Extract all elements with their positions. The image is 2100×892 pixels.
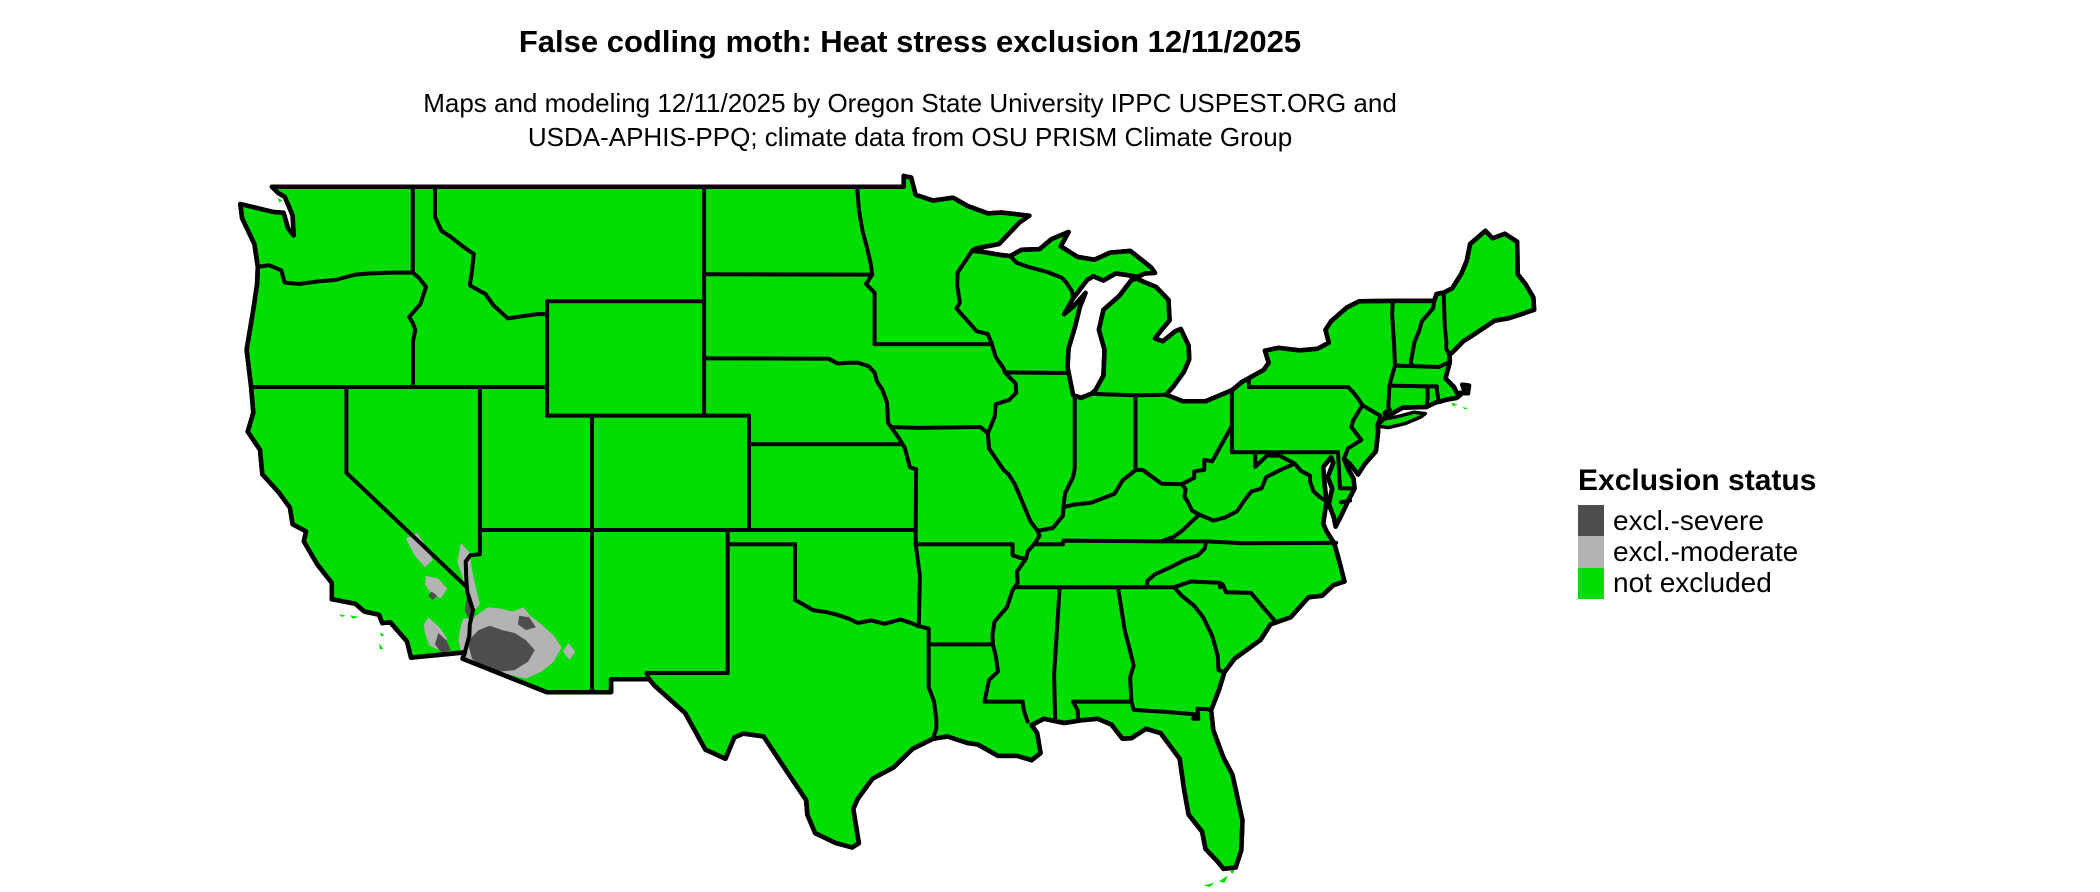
state-border-line (1061, 393, 1077, 510)
state-border-line (916, 624, 939, 741)
legend-label-not-excluded: not excluded (1613, 567, 1772, 599)
state-border-line (985, 431, 1040, 533)
state-border-line (1159, 512, 1202, 544)
island-shape (1462, 407, 1469, 410)
legend-item-moderate: excl.-moderate (1578, 535, 1816, 568)
coastal-islands (278, 198, 1469, 887)
subtitle-line-2: USDA-APHIS-PPQ; climate data from OSU PR… (527, 122, 1293, 152)
state-border-line (985, 342, 1019, 436)
state-border-line (1179, 482, 1202, 517)
state-border-line (1116, 585, 1136, 704)
state-border-line (954, 248, 994, 347)
page-subtitle: Maps and modeling 12/11/2025 by Oregon S… (0, 86, 1820, 154)
legend-label-moderate: excl.-moderate (1613, 535, 1799, 567)
state-border-line (1172, 579, 1279, 625)
island-shape (1451, 402, 1458, 407)
state-border-line (1390, 298, 1397, 368)
legend-swatch-moderate (1578, 536, 1604, 568)
state-border-line (1253, 450, 1297, 469)
state-border-line (344, 385, 469, 590)
state-border-line (1393, 360, 1452, 369)
page-title: False codling moth: Heat stress exclusio… (518, 24, 1302, 59)
excl-moderate-blob (562, 643, 576, 661)
state-border-line (913, 542, 922, 629)
legend-title: Exclusion status (1578, 464, 1817, 497)
island-shape (380, 632, 385, 637)
island-shape (339, 614, 346, 617)
state-border-line (1292, 461, 1329, 504)
island-shape (278, 198, 283, 203)
island-shape (378, 643, 384, 650)
excl-moderate-blob (405, 532, 433, 568)
state-border-line (855, 184, 875, 277)
state-border-line (793, 597, 921, 629)
legend-swatch-not-excluded (1578, 567, 1604, 599)
excl-moderate-blob (457, 542, 480, 612)
state-border-line (1382, 363, 1397, 419)
legend: Exclusion status excl.-severe excl.-mode… (1578, 464, 1816, 599)
state-border-line (702, 356, 877, 375)
excl-moderate-blob (424, 575, 448, 599)
state-border-line (1197, 461, 1297, 523)
state-border-line (1342, 403, 1365, 461)
subtitle-line-1: Maps and modeling 12/11/2025 by Oregon S… (423, 88, 1397, 118)
excl-severe-blob (467, 625, 535, 672)
excl-severe-blob (435, 633, 451, 653)
legend-label-severe: excl.-severe (1613, 504, 1764, 536)
state-border-line (1424, 384, 1430, 409)
legend-item-not-excluded: not excluded (1578, 567, 1816, 599)
state-border-line (1052, 585, 1062, 723)
state-border-line (462, 585, 476, 655)
state-border-line (1172, 585, 1226, 675)
excl-severe-blob (518, 615, 536, 631)
state-border-line (864, 272, 877, 347)
state-border-line (1336, 450, 1357, 491)
state-border-line (1002, 370, 1071, 375)
state-border-line (463, 528, 482, 590)
state-border-line (1071, 699, 1081, 723)
island-shape (1203, 882, 1215, 887)
state-border-line (1441, 290, 1452, 357)
state-border-line (433, 184, 550, 321)
state-borders (249, 184, 1452, 741)
state-border-line (1129, 699, 1214, 721)
exclusion-overlay (405, 532, 576, 679)
state-border-line (1008, 254, 1076, 301)
state-border-line (982, 642, 1030, 724)
state-border-line (1144, 539, 1209, 590)
state-border-line (889, 425, 990, 436)
state-border-line (1247, 385, 1365, 408)
state-border-line (1387, 383, 1441, 404)
state-border-line (1089, 391, 1169, 398)
state-border-line (255, 263, 415, 286)
island-shape (349, 615, 359, 619)
state-border-line (913, 542, 1036, 561)
legend-swatch-severe (1578, 505, 1604, 537)
state-border-line (407, 270, 428, 389)
island-shape (1218, 875, 1228, 883)
state-border-line (990, 556, 1028, 647)
excl-severe-blob (428, 591, 438, 601)
state-border-line (872, 370, 919, 472)
legend-item-severe: excl.-severe (1578, 504, 1816, 537)
state-border-line (1408, 298, 1437, 369)
us-outline-stroke (238, 173, 1537, 872)
